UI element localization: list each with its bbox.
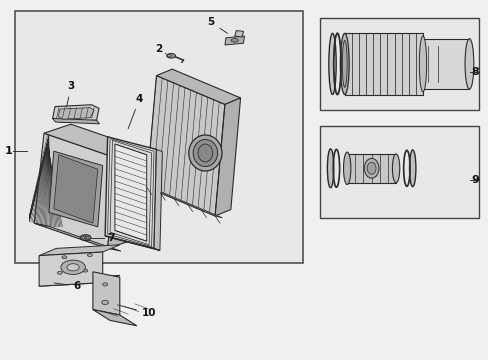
- Ellipse shape: [102, 283, 107, 286]
- Ellipse shape: [167, 55, 171, 57]
- Ellipse shape: [193, 140, 217, 167]
- Ellipse shape: [340, 33, 348, 95]
- Ellipse shape: [343, 152, 350, 184]
- Polygon shape: [49, 151, 102, 227]
- Polygon shape: [44, 124, 144, 158]
- Ellipse shape: [82, 269, 87, 272]
- Polygon shape: [224, 36, 244, 45]
- Ellipse shape: [198, 144, 212, 162]
- Text: 8: 8: [470, 67, 478, 77]
- Ellipse shape: [61, 260, 85, 275]
- Polygon shape: [105, 236, 160, 251]
- Polygon shape: [154, 149, 162, 251]
- Polygon shape: [115, 144, 146, 241]
- Ellipse shape: [366, 162, 375, 174]
- Ellipse shape: [188, 135, 222, 171]
- Polygon shape: [39, 252, 102, 286]
- Polygon shape: [39, 275, 120, 286]
- Ellipse shape: [84, 237, 87, 239]
- Ellipse shape: [364, 158, 378, 178]
- Text: 4: 4: [128, 94, 143, 129]
- Polygon shape: [215, 98, 240, 216]
- Polygon shape: [53, 105, 99, 122]
- Ellipse shape: [327, 149, 333, 188]
- Bar: [346, 154, 395, 183]
- Ellipse shape: [342, 41, 346, 87]
- Ellipse shape: [464, 39, 473, 89]
- Text: 1: 1: [5, 146, 13, 156]
- Text: 10: 10: [117, 305, 156, 318]
- Ellipse shape: [62, 256, 67, 259]
- Ellipse shape: [82, 236, 88, 239]
- Polygon shape: [105, 137, 156, 248]
- Ellipse shape: [67, 264, 79, 271]
- Text: 3: 3: [66, 81, 74, 107]
- Bar: [320, 126, 478, 218]
- Text: 2: 2: [155, 44, 166, 54]
- Text: 5: 5: [207, 17, 227, 33]
- Ellipse shape: [80, 235, 91, 240]
- Ellipse shape: [231, 39, 238, 42]
- Polygon shape: [93, 310, 137, 326]
- Polygon shape: [156, 69, 240, 104]
- Text: 7: 7: [107, 233, 115, 243]
- Bar: [15, 11, 303, 263]
- Ellipse shape: [87, 254, 92, 257]
- Polygon shape: [234, 31, 243, 37]
- Ellipse shape: [418, 36, 426, 92]
- Text: 9: 9: [470, 175, 478, 185]
- Polygon shape: [146, 187, 222, 218]
- Ellipse shape: [391, 154, 399, 183]
- Ellipse shape: [328, 33, 336, 95]
- Polygon shape: [146, 76, 224, 216]
- Ellipse shape: [57, 271, 62, 274]
- Polygon shape: [54, 155, 98, 223]
- Polygon shape: [39, 245, 120, 256]
- Ellipse shape: [166, 54, 175, 58]
- Polygon shape: [34, 133, 117, 248]
- Polygon shape: [107, 149, 144, 248]
- Polygon shape: [93, 272, 120, 315]
- Bar: [320, 18, 478, 110]
- Polygon shape: [34, 223, 121, 251]
- Bar: [422, 39, 468, 89]
- Polygon shape: [53, 118, 100, 124]
- Ellipse shape: [102, 300, 108, 305]
- Polygon shape: [59, 108, 94, 119]
- Text: 6: 6: [54, 281, 81, 291]
- Bar: [344, 33, 422, 94]
- Ellipse shape: [409, 150, 415, 187]
